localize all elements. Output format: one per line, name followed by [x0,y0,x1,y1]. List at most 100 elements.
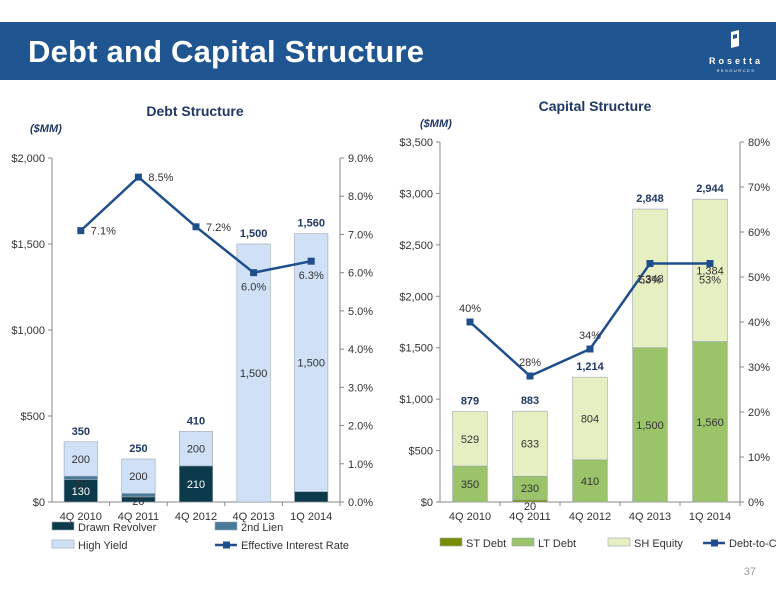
cap-y-tick-label: $3,000 [399,188,433,200]
cap-y2-tick-label: 80% [748,137,770,149]
cap-data-label: 1,560 [696,417,724,429]
debt-data-label: 20 [132,496,144,508]
cap-legend-label: ST Debt [466,538,506,550]
debt-bar-high-yield [63,441,98,477]
cap-line-label: 28% [519,357,541,369]
cap-y2-tick-label: 0% [748,497,764,509]
debt-bar-high-yield [294,233,329,492]
cap-line-label: 40% [459,303,481,315]
debt-y2-tick-label: 1.0% [348,459,373,471]
cap-bar-sh-equity [572,376,608,461]
cap-legend-label: SH Equity [634,538,683,550]
debt-line-marker [192,223,200,231]
debt-data-label: 200 [129,471,147,483]
debt-y2-tick-label: 5.0% [348,306,373,318]
debt-x-tick-label: 4Q 2012 [175,511,217,523]
cap-data-label: 1,348 [636,273,664,285]
cap-legend-line-marker [711,539,718,547]
debt-data-label: 130 [72,486,90,498]
cap-data-label: 529 [461,434,479,446]
cap-total-label: 883 [521,395,539,407]
cap-bar-sh-equity [512,410,548,477]
cap-y-tick-label: $0 [421,497,433,509]
cap-data-label: 20 [524,501,536,513]
debt-legend-label: High Yield [78,540,128,552]
cap-legend-swatch [511,537,535,547]
debt-data-label: 200 [72,454,90,466]
cap-line-marker [586,345,594,353]
cap-unit-label: ($MM) [420,118,452,130]
cap-line-label: 53% [639,275,661,287]
cap-legend-swatch [439,537,463,547]
logo-name: Rosetta [708,56,763,66]
cap-y2-tick-label: 20% [748,407,770,419]
debt-legend-swatch [51,521,75,531]
cap-data-label: 1,384 [696,265,724,277]
page-number: 37 [743,566,756,578]
cap-line-marker [706,260,714,267]
cap-y-tick-label: $1,500 [399,343,433,355]
debt-y2-tick-label: 8.0% [348,191,373,203]
cap-y2-tick-label: 10% [748,452,770,464]
debt-line-marker [134,173,142,181]
cap-y-tick-label: $2,500 [399,240,433,252]
debt-legend-swatch [214,521,238,531]
logo-mark-icon [731,30,739,48]
cap-y2-tick-label: 60% [748,227,770,239]
page-title: Debt and Capital Structure [28,34,425,69]
cap-x-tick-label: 4Q 2012 [569,511,611,523]
debt-line-marker [250,269,258,277]
cap-legend-label: LT Debt [538,538,576,550]
debt-legend-line-marker [223,541,230,549]
debt-legend-label: 2nd Lien [241,522,283,534]
cap-x-tick-label: 4Q 2010 [449,511,491,523]
debt-legend-label: Effective Interest Rate [241,540,349,552]
debt-data-label: 30 [132,501,144,513]
cap-bar-lt-debt [452,465,488,503]
debt-bar-high-yield [121,458,156,494]
debt-total-label: 1,560 [297,218,325,230]
debt-y-tick-label: $0 [33,497,45,509]
debt-line-label: 6.0% [241,282,266,294]
debt-data-label: 1,500 [297,358,325,370]
cap-x-tick-label: 1Q 2014 [689,511,731,523]
cap-chart-title: Capital Structure [539,98,652,114]
cap-total-label: 1,214 [576,361,604,373]
cap-legend-swatch [607,537,631,547]
debt-legend-swatch [51,539,75,549]
debt-total-label: 1,500 [240,228,268,240]
debt-data-label: 20 [75,479,87,491]
debt-line-label: 8.5% [148,172,173,184]
debt-total-label: 410 [187,415,205,427]
debt-y2-tick-label: 2.0% [348,421,373,433]
cap-x-tick-label: 4Q 2011 [509,511,550,523]
cap-bar-lt-debt [632,347,668,503]
cap-line-marker [526,372,534,380]
debt-bar-high-yield [178,431,214,467]
debt-line-label: 6.3% [299,270,324,282]
cap-data-label: 633 [521,439,539,451]
debt-x-tick-label: 1Q 2014 [290,511,332,523]
header-bar: Debt and Capital Structure Rosetta RESOU… [0,22,776,80]
debt-y2-tick-label: 7.0% [348,229,373,241]
cap-data-label: 804 [581,413,599,425]
debt-line-label: 7.1% [91,226,116,238]
cap-y2-tick-label: 70% [748,182,770,194]
debt-y2-tick-label: 9.0% [348,153,373,165]
debt-y-tick-label: $1,000 [11,325,45,337]
debt-y2-tick-label: 3.0% [348,382,373,394]
debt-line-label: 7.2% [206,222,231,234]
debt-unit-label: ($MM) [30,123,62,135]
logo-subtitle: RESOURCES [716,68,756,73]
cap-line-marker [646,260,654,267]
debt-y2-tick-label: 4.0% [348,344,373,356]
cap-line-label: 34% [579,330,601,342]
debt-bar-drawn-revolver [178,465,214,503]
cap-y-tick-label: $1,000 [399,394,433,406]
debt-data-label: 200 [187,444,205,456]
debt-chart-title: Debt Structure [146,103,243,119]
debt-total-label: 250 [129,443,147,455]
cap-y-tick-label: $500 [409,446,433,458]
company-logo: Rosetta RESOURCES [704,28,768,76]
cap-x-tick-label: 4Q 2013 [629,511,671,523]
